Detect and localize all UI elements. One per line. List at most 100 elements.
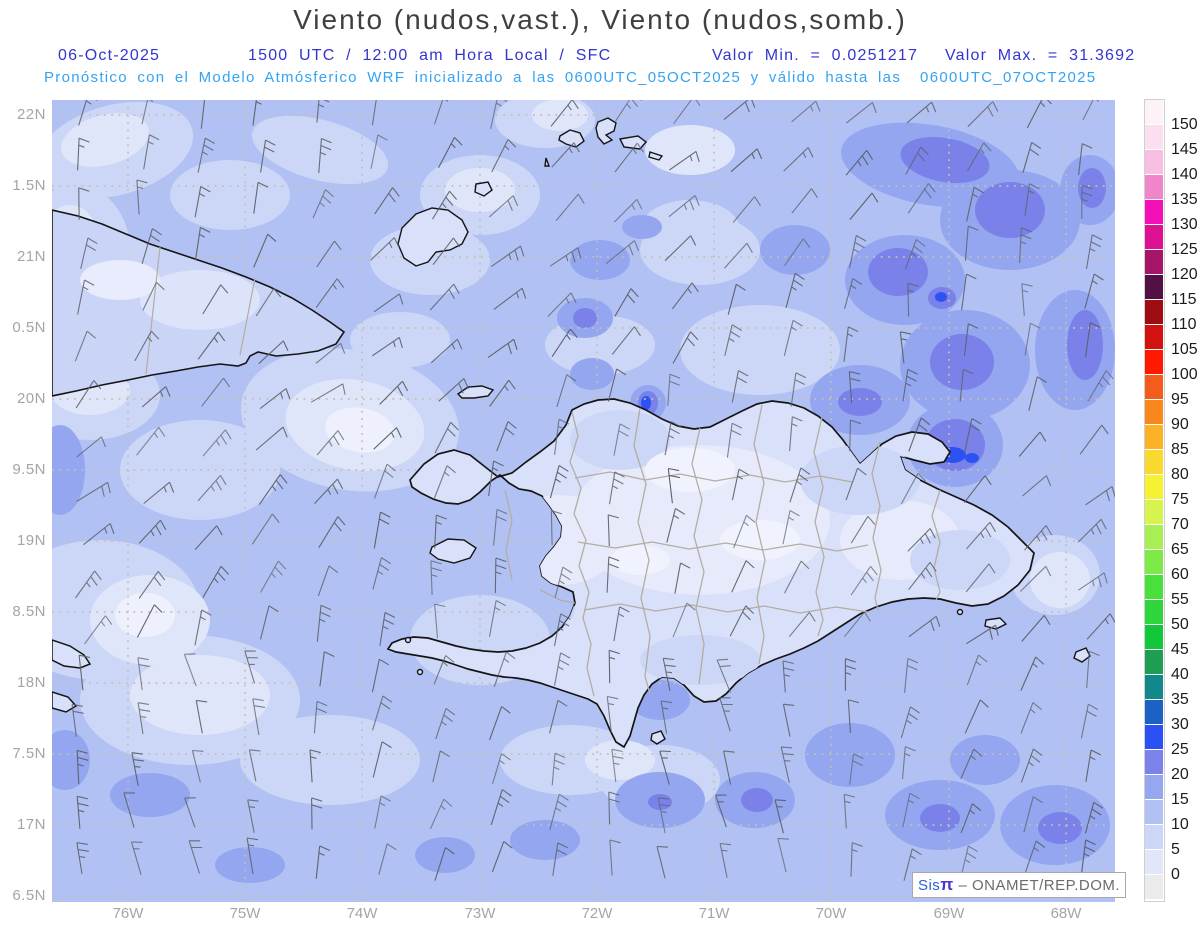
wind-barb — [609, 839, 621, 876]
wind-barb — [1079, 424, 1109, 455]
wind-barb — [432, 190, 458, 220]
wind-barb — [782, 510, 800, 545]
wind-barb — [549, 699, 568, 734]
wind-barb — [188, 840, 203, 874]
wind-barb — [607, 514, 619, 547]
wind-barb — [260, 139, 276, 173]
wind-barb — [371, 336, 403, 357]
wind-barb — [1024, 322, 1041, 356]
lon-label: 73W — [464, 905, 496, 922]
wind-barb — [378, 843, 397, 875]
wind-barb — [191, 749, 204, 783]
wind-barb — [138, 570, 166, 599]
wind-barb — [491, 139, 517, 173]
wind-barb — [315, 845, 331, 879]
colorbar-tick-label: 135 — [1171, 191, 1198, 208]
wind-barb — [371, 100, 377, 126]
wind-barb — [488, 195, 519, 218]
wind-barb — [379, 380, 409, 405]
wind-barb — [657, 797, 671, 834]
colorbar-tick-label: 140 — [1171, 166, 1198, 183]
colorbar-cell — [1145, 225, 1163, 250]
wind-barb — [608, 791, 620, 825]
lon-label: 70W — [815, 905, 847, 922]
wind-barb — [310, 383, 346, 403]
wind-barb — [662, 657, 676, 691]
wind-barb — [551, 752, 566, 786]
wind-barb — [78, 100, 98, 126]
wind-barb — [194, 227, 211, 261]
wind-barb — [433, 465, 456, 500]
wind-barb — [318, 137, 332, 174]
wind-barb — [850, 565, 878, 596]
wind-barb — [966, 624, 999, 645]
wind-barb — [318, 516, 346, 548]
wind-barb — [1021, 615, 1051, 642]
wind-barb — [202, 284, 229, 315]
lat-label: 18N — [16, 674, 46, 691]
wind-barb — [785, 272, 805, 309]
wind-barb — [319, 651, 335, 687]
lon-label: 72W — [581, 905, 613, 922]
wind-barb — [194, 525, 223, 550]
wind-barb — [1078, 143, 1093, 176]
wind-barb — [964, 225, 979, 261]
colorbar-tick-label: 20 — [1171, 766, 1189, 783]
wind-barb — [258, 474, 288, 505]
wind-barb — [251, 513, 280, 545]
wind-barb — [252, 698, 265, 735]
colorbar-cell — [1145, 125, 1163, 150]
wind-barb — [848, 235, 867, 269]
wind-barb — [908, 561, 937, 591]
wind-barb — [248, 749, 261, 782]
wind-barb — [489, 706, 511, 740]
lat-label: 8.5N — [12, 603, 46, 620]
wind-barb — [434, 603, 446, 639]
wind-barb — [843, 793, 855, 829]
wind-barb — [719, 842, 732, 878]
wind-barb — [371, 658, 390, 693]
wind-barb — [843, 611, 871, 638]
wind-barb — [430, 560, 442, 596]
wind-barb — [606, 695, 619, 733]
wind-barb — [374, 795, 391, 829]
wind-barb — [782, 660, 795, 693]
wind-barb — [316, 430, 345, 456]
cuba-landmass — [52, 209, 345, 397]
wind-barb — [555, 193, 585, 221]
colorbar-tick-label: 60 — [1171, 566, 1189, 583]
colorbar-tick-label: 100 — [1171, 366, 1198, 383]
wind-barb — [723, 100, 756, 121]
wind-barb — [488, 600, 507, 637]
wind-barb — [371, 695, 393, 731]
wind-barb — [906, 101, 937, 124]
colorbar-cell — [1145, 400, 1163, 425]
wind-map-svg — [52, 100, 1115, 902]
wind-barb — [960, 803, 982, 834]
wind-barb — [849, 753, 864, 785]
province-borders — [504, 404, 941, 697]
wind-barb — [666, 508, 685, 543]
wind-barb — [614, 288, 639, 317]
wind-barb — [259, 388, 291, 410]
wind-barb — [379, 612, 396, 646]
colorbar-cell — [1145, 500, 1163, 525]
wind-barb — [143, 481, 175, 504]
turks-caicos-islands — [397, 117, 664, 267]
wind-barb — [907, 528, 936, 552]
watermark-org: – ONAMET/REP.DOM. — [953, 876, 1121, 894]
wind-barb — [613, 199, 643, 223]
wind-barb — [1024, 183, 1040, 217]
colorbar-cell — [1145, 250, 1163, 275]
lat-label: 1.5N — [12, 177, 46, 194]
colorbar-tick-label: 25 — [1171, 741, 1189, 758]
wind-barb — [902, 368, 918, 402]
wind-barb — [432, 750, 450, 783]
wind-barb — [791, 188, 819, 214]
wind-barb — [77, 137, 90, 171]
colorbar-tick-label: 75 — [1171, 491, 1189, 508]
colorbar-cell — [1145, 575, 1163, 600]
wind-barb — [315, 342, 346, 364]
wind-barb — [1080, 839, 1096, 875]
